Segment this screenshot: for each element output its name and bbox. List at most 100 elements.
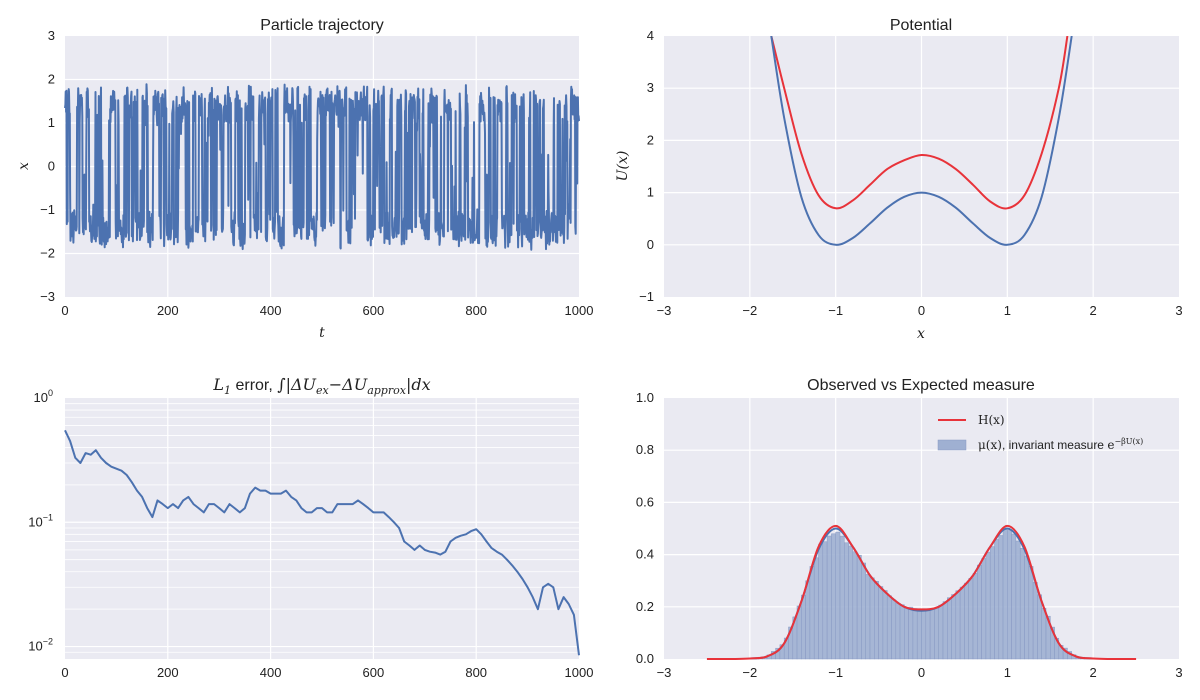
- xtick-label: 2: [1090, 665, 1097, 680]
- ytick-label: 0.2: [636, 599, 654, 614]
- xtick-label: −1: [828, 303, 843, 318]
- h-line: [706, 524, 1137, 661]
- xtick-label: −3: [657, 665, 672, 680]
- trajectory-xlabel: t: [319, 325, 325, 341]
- ytick-label: 4: [647, 28, 654, 43]
- error-title-sub1: 1: [224, 384, 231, 397]
- histogram-bar: [964, 582, 969, 660]
- histogram-bar: [908, 606, 914, 660]
- histogram-bar: [809, 566, 815, 660]
- panel-potential: −3 −2 −1 0 1 2 3 −1 0 1 2 3 4 Potential x U(x): [615, 17, 1183, 342]
- measure-legend: H(x) μ(x), invariant measure e−βU(x): [937, 413, 1143, 452]
- legend-patch-mu: [937, 439, 967, 451]
- ytick-label: 1.0: [636, 390, 654, 405]
- histogram-bar: [882, 590, 888, 660]
- measure-ticks: −3 −2 −1 0 1 2 3 0.0 0.2 0.4 0.6 0.8 1.0: [636, 390, 1183, 680]
- histogram-bar: [1011, 533, 1017, 660]
- histogram-bar: [839, 535, 845, 660]
- panel-trajectory: 0 200 400 600 800 1000 −3 −2 −1 0 1 2 3 Particle tra…: [16, 17, 593, 341]
- trajectory-ylabel: x: [16, 162, 32, 170]
- histogram-bar: [1002, 528, 1008, 660]
- histogram-bar: [801, 594, 806, 660]
- ytick-label: 1: [48, 115, 55, 130]
- ytick-label: −1: [40, 202, 55, 217]
- histogram-bar: [912, 608, 918, 660]
- histogram-bar: [947, 597, 952, 660]
- histogram-bar: [985, 551, 991, 660]
- xtick-label: 0: [918, 303, 925, 318]
- histogram-bar: [977, 564, 982, 660]
- histogram-bar: [1007, 530, 1012, 660]
- ytick-label: 10−1: [28, 512, 53, 529]
- ytick-label: −2: [40, 246, 55, 261]
- histogram-bar: [942, 601, 948, 660]
- ytick-label: 100: [34, 388, 53, 405]
- xtick-label: 0: [61, 303, 68, 318]
- xtick-label: 200: [157, 665, 179, 680]
- xtick-label: 600: [363, 303, 385, 318]
- histogram-bar: [921, 609, 927, 660]
- histogram-bar: [813, 557, 819, 660]
- histogram-bar: [856, 554, 862, 660]
- xtick-label: 1: [1004, 665, 1011, 680]
- histogram-bar: [861, 562, 866, 660]
- xtick-label: −2: [742, 665, 757, 680]
- error-plot-area: [65, 398, 579, 659]
- ytick-label: 0.6: [636, 494, 654, 509]
- error-title-text: error,: [231, 377, 277, 394]
- histogram-bar: [1032, 582, 1038, 660]
- error-title-l: L: [212, 375, 224, 394]
- histogram-bar: [904, 608, 909, 660]
- histogram-bar: [818, 543, 824, 660]
- xtick-label: 1000: [565, 665, 594, 680]
- histogram-bar: [805, 580, 811, 660]
- xtick-label: 3: [1175, 665, 1182, 680]
- histogram-bar: [822, 541, 828, 660]
- measure-histogram: [758, 528, 1085, 660]
- potential-title: Potential: [890, 17, 952, 34]
- error-title-integral: ∫|ΔU: [277, 375, 316, 394]
- error-line: [64, 429, 580, 656]
- error-series: [64, 429, 580, 656]
- histogram-bar: [1037, 594, 1042, 660]
- legend-label-h: H(x): [978, 413, 1005, 427]
- histogram-bar: [959, 586, 965, 660]
- histogram-bar: [886, 595, 892, 660]
- error-grid: [65, 398, 579, 659]
- measure-series: [706, 524, 1137, 661]
- histogram-bar: [848, 545, 854, 660]
- histogram-bar: [852, 551, 858, 660]
- error-title-mid: −ΔU: [329, 375, 368, 394]
- ytick-label: −1: [639, 289, 654, 304]
- ytick-label: 1: [647, 185, 654, 200]
- xtick-label: 0: [61, 665, 68, 680]
- potential-ticks: −3 −2 −1 0 1 2 3 −1 0 1 2 3 4: [639, 28, 1182, 318]
- trajectory-ticks: 0 200 400 600 800 1000 −3 −2 −1 0 1 2 3: [40, 28, 593, 318]
- xtick-label: 2: [1090, 303, 1097, 318]
- measure-title: Observed vs Expected measure: [807, 377, 1035, 394]
- histogram-bar: [865, 574, 871, 660]
- histogram-bar: [994, 539, 1000, 660]
- histogram-bar: [951, 594, 957, 660]
- ytick-label: 0.8: [636, 442, 654, 457]
- legend-mu-exp: −βU(x): [1114, 437, 1143, 446]
- trajectory-line: [64, 83, 580, 251]
- error-ticks: 0 200 400 600 800 1000 10−2 10−1 100: [28, 388, 593, 680]
- histogram-bar: [998, 535, 1004, 660]
- potential-approx-line: [770, 36, 1069, 210]
- ytick-label: 10−2: [28, 637, 53, 654]
- error-title-sub2: ex: [316, 384, 330, 397]
- histogram-bar: [869, 577, 875, 660]
- measure-grid: [664, 398, 1179, 659]
- ytick-label: 3: [48, 28, 55, 43]
- histogram-bar: [981, 558, 987, 660]
- histogram-bar: [938, 604, 944, 660]
- legend-mu-exp-base: e: [1107, 438, 1114, 452]
- histogram-bar: [1024, 555, 1030, 660]
- histogram-bar: [1028, 566, 1034, 660]
- histogram-bar: [972, 573, 978, 660]
- error-title-sub3: approx: [367, 384, 407, 397]
- histogram-bar: [1041, 607, 1047, 660]
- histogram-bar: [835, 531, 841, 660]
- histogram-bar: [916, 611, 922, 660]
